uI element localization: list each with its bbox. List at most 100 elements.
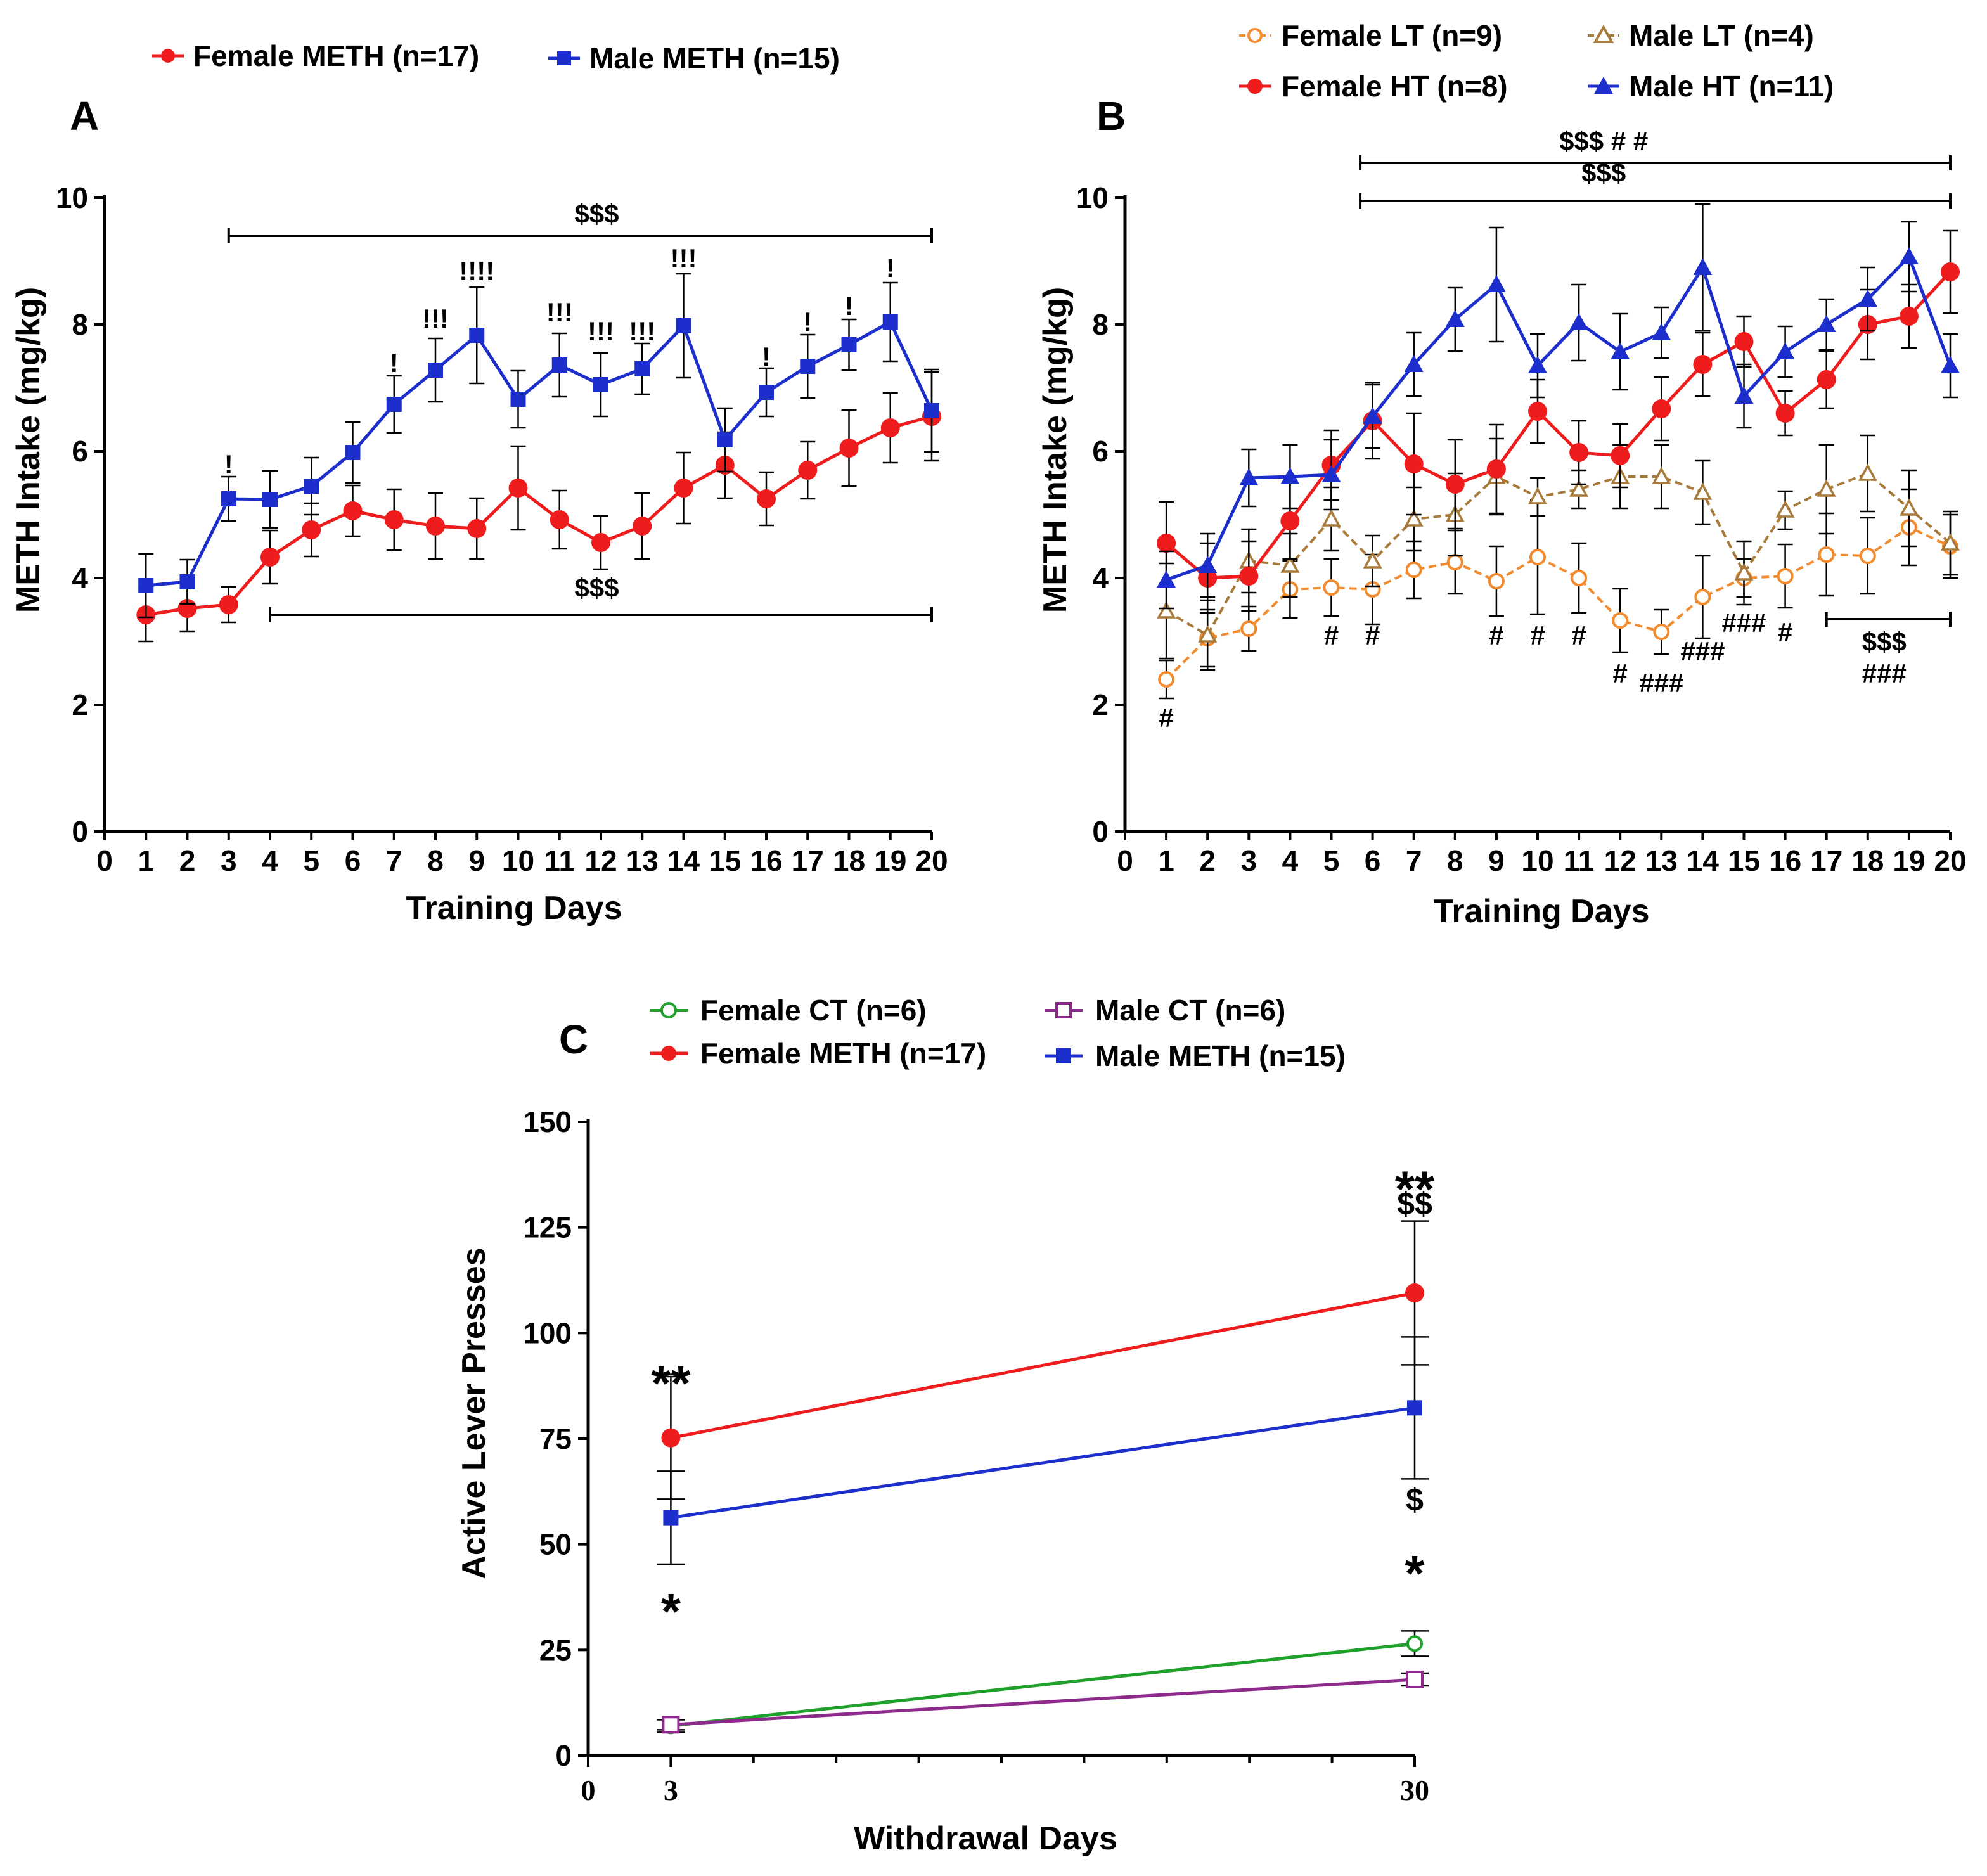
panel-b-legend: Female LT (n=9) Male LT (n=4) Female HT … [1239,19,1834,103]
panel-b-series-2-point [1157,534,1176,553]
panel-b-series-3 [1157,203,1960,610]
panel-b-series-0-point [1777,568,1794,584]
panel-b-series-3-point [1941,356,1960,373]
panel-a-ytick-label: 0 [72,815,88,848]
panel-a-series-0 [136,371,941,643]
panel-b-xtick-label: 3 [1241,844,1257,877]
legend-c-male-meth-label: Male METH (n=15) [1095,1039,1346,1072]
panel-b-series-2-point [1569,443,1589,462]
panel-b-series-3-point [1775,342,1795,359]
panel-b-series-3-point [1693,258,1713,275]
panel-b-series-0-point [1818,546,1835,563]
panel-a-series-1-point [138,578,154,593]
panel-b-letter: B [1096,93,1126,139]
panel-b-annotation: ### [1680,636,1725,666]
panel-a-series-1-point [221,491,236,506]
panel-a-series-1-point [469,328,485,343]
panel-a-ytick-label: 8 [72,308,88,341]
panel-a-series-1-point [179,574,195,589]
panel-b-series-0-point [1859,548,1876,564]
panel-a-annotation: !!! [422,304,449,333]
panel-a-series-1-point [428,363,443,378]
panel-a-series-1-point [304,479,319,494]
panel-b-series-0-point [1488,573,1505,589]
panel-a-xtick-label: 2 [179,844,196,877]
panel-b-series-0 [1158,488,1958,700]
panel-b-xtick-label: 16 [1769,844,1801,877]
panel-b-series-0-point [1158,671,1175,688]
panel-b-xtick-label: 11 [1564,844,1595,877]
legend-b-male-ht-marker [1594,77,1613,94]
panel-a-ylabel: METH Intake (mg/kg) [10,287,47,613]
panel-c-annotation: ** [1395,1160,1435,1217]
panel-a-series-1-point [841,337,857,352]
panel-c-series-3-point [663,1510,679,1526]
legend-c-female-meth-marker [661,1046,676,1061]
panel-c-ylabel: Active Lever Presses [456,1247,492,1579]
legend-a-female-meth: Female METH (n=17) [152,39,479,72]
panel-a-series-1-point [634,361,650,376]
panel-a-series-1-point [551,357,567,373]
panel-c-series-1-line [671,1678,1415,1726]
panel-c-legend: Female CT (n=6) Male CT (n=6) Female MET… [650,994,1346,1072]
panel-a-annotation: ! [762,342,771,371]
panel-a-xtick-label: 15 [709,844,741,877]
panel-c-annotation: $ [1406,1482,1424,1517]
legend-a-male-meth-marker [557,51,571,65]
panel-b-xtick-label: 20 [1934,844,1966,877]
panel-a-series-1 [138,273,939,619]
panel-b-series-2-point [1280,511,1300,530]
panel-b-annotation: $$$ # # [1559,126,1648,156]
panel-a-ytick-label: 2 [72,688,88,721]
panel-b-xtick-label: 4 [1282,844,1299,877]
panel-b-series-2-point [1404,454,1424,473]
panel-b-xtick-label: 2 [1199,844,1216,877]
panel-c-xtick-label: 3 [664,1774,678,1806]
panel-c-series-1 [657,1671,1429,1734]
panel-a-legend: Female METH (n=17) Male METH (n=15) [152,39,840,75]
panel-b-series-1-point [1941,533,1960,551]
panel-a-series-1-point [924,403,939,418]
panel-b-xtick-label: 15 [1728,844,1760,877]
panel-c-series-3-line [671,1406,1415,1520]
panel-b-xtick-label: 6 [1365,844,1381,877]
panel-b-series-1-point [1280,555,1300,573]
panel-b-xtick-label: 13 [1645,844,1678,877]
panel-b-series-2 [1157,229,1960,614]
legend-c-female-meth-label: Female METH (n=17) [700,1037,986,1070]
panel-b-xtick-label: 0 [1117,844,1133,877]
panel-b-annotation: ### [1639,668,1683,698]
panel-b-xtick-label: 10 [1521,844,1553,877]
panel-b-series-0-point [1240,620,1257,637]
panel-b-annotation: # [1613,659,1628,688]
panel-b-ytick-label: 10 [1076,181,1109,214]
panel-b-series-2-point [1775,404,1795,423]
panel-a-series-0-point [633,517,652,536]
panel-c-xtick-label: 0 [581,1774,596,1806]
panel-b-series-1-point [1404,509,1424,527]
panel-a-xtick-label: 4 [262,844,278,877]
panel-c: C Female CT (n=6) Male CT (n=6) Female M… [456,994,1435,1857]
panel-b-series-3-point [1611,342,1630,359]
panel-c-annotation: * [1405,1545,1425,1602]
legend-a-male-meth-label: Male METH (n=15) [589,42,840,75]
panel-a-xtick-label: 19 [874,844,906,877]
panel-c-series-1-point [1406,1671,1424,1688]
panel-b-series-3-point [1239,468,1259,485]
panel-a-ytick-label: 10 [56,181,88,214]
panel-b-series-0-point [1653,624,1670,640]
panel-b-annotation: # [1365,620,1380,650]
panel-a-series-1-point [676,318,691,333]
legend-c-female-ct-label: Female CT (n=6) [700,994,927,1027]
panel-b-bracket [1825,612,1952,627]
panel-b-series-3-point [1858,290,1877,307]
legend-b-female-lt-marker [1247,28,1263,43]
panel-a-xtick-label: 12 [584,844,617,877]
legend-b-male-ht: Male HT (n=11) [1588,70,1834,103]
panel-b-xtick-label: 1 [1158,844,1174,877]
panel-a-xtick-label: 7 [386,844,402,877]
panel-b-series-1 [1157,434,1960,671]
panel-b-bracket [1359,193,1952,209]
panel-b-series-1-point [1363,551,1382,569]
